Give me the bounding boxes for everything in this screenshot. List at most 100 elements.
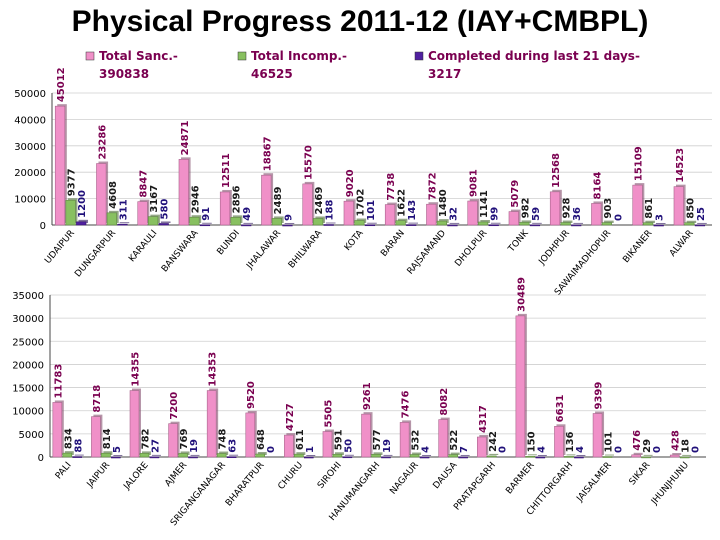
data-label-incomplete: 1480 [438, 189, 449, 217]
bar-sanctioned-jaipur [91, 416, 101, 458]
bar-sanctioned-jhalawar [261, 174, 272, 226]
bar-depth [296, 452, 306, 455]
data-label-sanctioned: 15570 [304, 145, 315, 180]
bar-depth [229, 454, 239, 456]
data-label-sanctioned: 8164 [592, 172, 603, 200]
data-label-sanctioned: 14523 [675, 148, 686, 183]
bar-depth [643, 454, 653, 456]
bar-depth [645, 220, 655, 223]
category-label-rajsamand: RAJSAMAND [406, 228, 449, 276]
category-label-barmer: BARMER [504, 461, 536, 497]
y-tick-label: 35000 [12, 291, 44, 302]
bar-depth [344, 454, 354, 456]
bar-depth [74, 454, 84, 456]
bar-depth [490, 222, 501, 224]
data-label-incomplete: 1622 [397, 189, 408, 217]
category-label-jaipur: JAIPUR [85, 461, 112, 491]
data-label-incomplete: 136 [565, 431, 576, 452]
bar-incomplete-barmer [525, 456, 536, 458]
data-label-completed: 5 [112, 446, 123, 453]
bar-sanctioned-nagaur [399, 422, 410, 458]
bar-sanctioned-alwar [673, 186, 684, 226]
y-tick-label: 30000 [12, 314, 44, 325]
data-label-sanctioned: 12568 [551, 153, 562, 188]
page-title: Physical Progress 2011-12 (IAY+CMBPL) [71, 5, 649, 38]
data-label-incomplete: 834 [63, 428, 74, 449]
data-label-incomplete: 903 [603, 198, 614, 219]
data-label-sanctioned: 4317 [478, 405, 489, 433]
bar-incomplete-udaipur [65, 199, 76, 226]
bar-sanctioned-chittorgarh [554, 426, 564, 458]
data-label-incomplete: 577 [372, 429, 383, 450]
category-label-nagaur: NAGAUR [388, 461, 421, 497]
bar-incomplete-bhilwara [313, 218, 324, 226]
legend-value-incomplete: 46525 [251, 67, 293, 81]
data-label-completed: 4 [575, 446, 586, 453]
category-label-sikar: SIKAR [628, 461, 653, 488]
data-label-incomplete: 928 [562, 198, 573, 219]
data-label-completed: 1 [305, 446, 316, 453]
category-label-kota: KOTA [343, 228, 366, 253]
data-label-completed: 4 [421, 446, 432, 453]
category-label-jalore: JALORE [122, 460, 151, 492]
data-label-incomplete: 9377 [67, 168, 78, 196]
data-label-sanctioned: 23286 [97, 125, 108, 160]
bar-incomplete-sriganganagar [216, 453, 227, 458]
bar-completed-dholpur [488, 224, 499, 227]
data-label-completed: 50 [343, 439, 354, 453]
bar-sanctioned-sawaimadhopur [591, 203, 602, 226]
bar-incomplete-tonk [519, 222, 530, 226]
bar-completed-dausa [458, 456, 468, 459]
bar-incomplete-banswara [189, 216, 200, 226]
bar-depth [113, 454, 123, 456]
y-tick-label: 25000 [12, 337, 44, 348]
category-label-tonk: TONK [506, 228, 531, 255]
chart-1: 0 10000 20000 30000 40000 50000 45012 93771200U… [14, 67, 712, 298]
bar-completed-bhilwara [323, 224, 334, 226]
data-label-sanctioned: 12511 [221, 153, 232, 188]
data-label-sanctioned: 428 [671, 430, 682, 451]
data-label-sanctioned: 8082 [439, 388, 450, 416]
data-label-completed: 88 [73, 439, 84, 453]
legend-value-completed: 3217 [428, 67, 461, 81]
bar-depth [284, 222, 295, 224]
data-label-sanctioned: 9020 [345, 169, 356, 197]
bar-depth [190, 454, 200, 456]
data-label-incomplete: 29 [642, 439, 653, 453]
data-label-completed: 0 [266, 446, 277, 453]
data-label-sanctioned: 30489 [516, 277, 527, 312]
bar-completed-chittorgarh [574, 456, 584, 459]
bar-sanctioned-udaipur [54, 105, 66, 226]
bar-completed-alwar [694, 224, 706, 227]
bar-completed-rajsamand [447, 224, 458, 227]
bar-sanctioned-jaisalmer [592, 413, 603, 458]
data-label-sanctioned: 45012 [56, 67, 67, 102]
data-label-sanctioned: 9520 [246, 381, 257, 409]
data-label-incomplete: 101 [604, 432, 615, 453]
y-tick-label: 0 [40, 221, 46, 232]
data-label-completed: 101 [366, 200, 377, 221]
data-label-completed: 580 [160, 199, 171, 220]
bar-incomplete-sikar [641, 456, 651, 459]
bar-incomplete-jhalawar [271, 218, 282, 226]
bar-sanctioned-hanumangarh [361, 413, 371, 458]
bar-incomplete-bundi [230, 217, 241, 226]
data-label-incomplete: 611 [295, 429, 306, 450]
data-label-incomplete: 2946 [190, 185, 201, 213]
legend-label-completed: Completed during last 21 days- [428, 49, 640, 63]
bar-depth [537, 454, 547, 456]
data-label-completed: 0 [498, 446, 509, 453]
y-tick-label: 20000 [14, 168, 46, 179]
data-label-sanctioned: 14353 [208, 352, 219, 387]
data-label-sanctioned: 24871 [180, 121, 191, 156]
bar-completed-jalore [149, 456, 160, 459]
bar-depth [412, 452, 422, 455]
bar-incomplete-hanumangarh [371, 454, 381, 458]
bar-sanctioned-churu [284, 434, 294, 458]
data-label-incomplete: 2489 [273, 187, 284, 215]
bar-depth [202, 222, 212, 224]
bar-sanctioned-dholpur [467, 200, 478, 226]
bar-completed-jhalawar [282, 224, 293, 227]
data-label-sanctioned: 4727 [285, 403, 296, 431]
